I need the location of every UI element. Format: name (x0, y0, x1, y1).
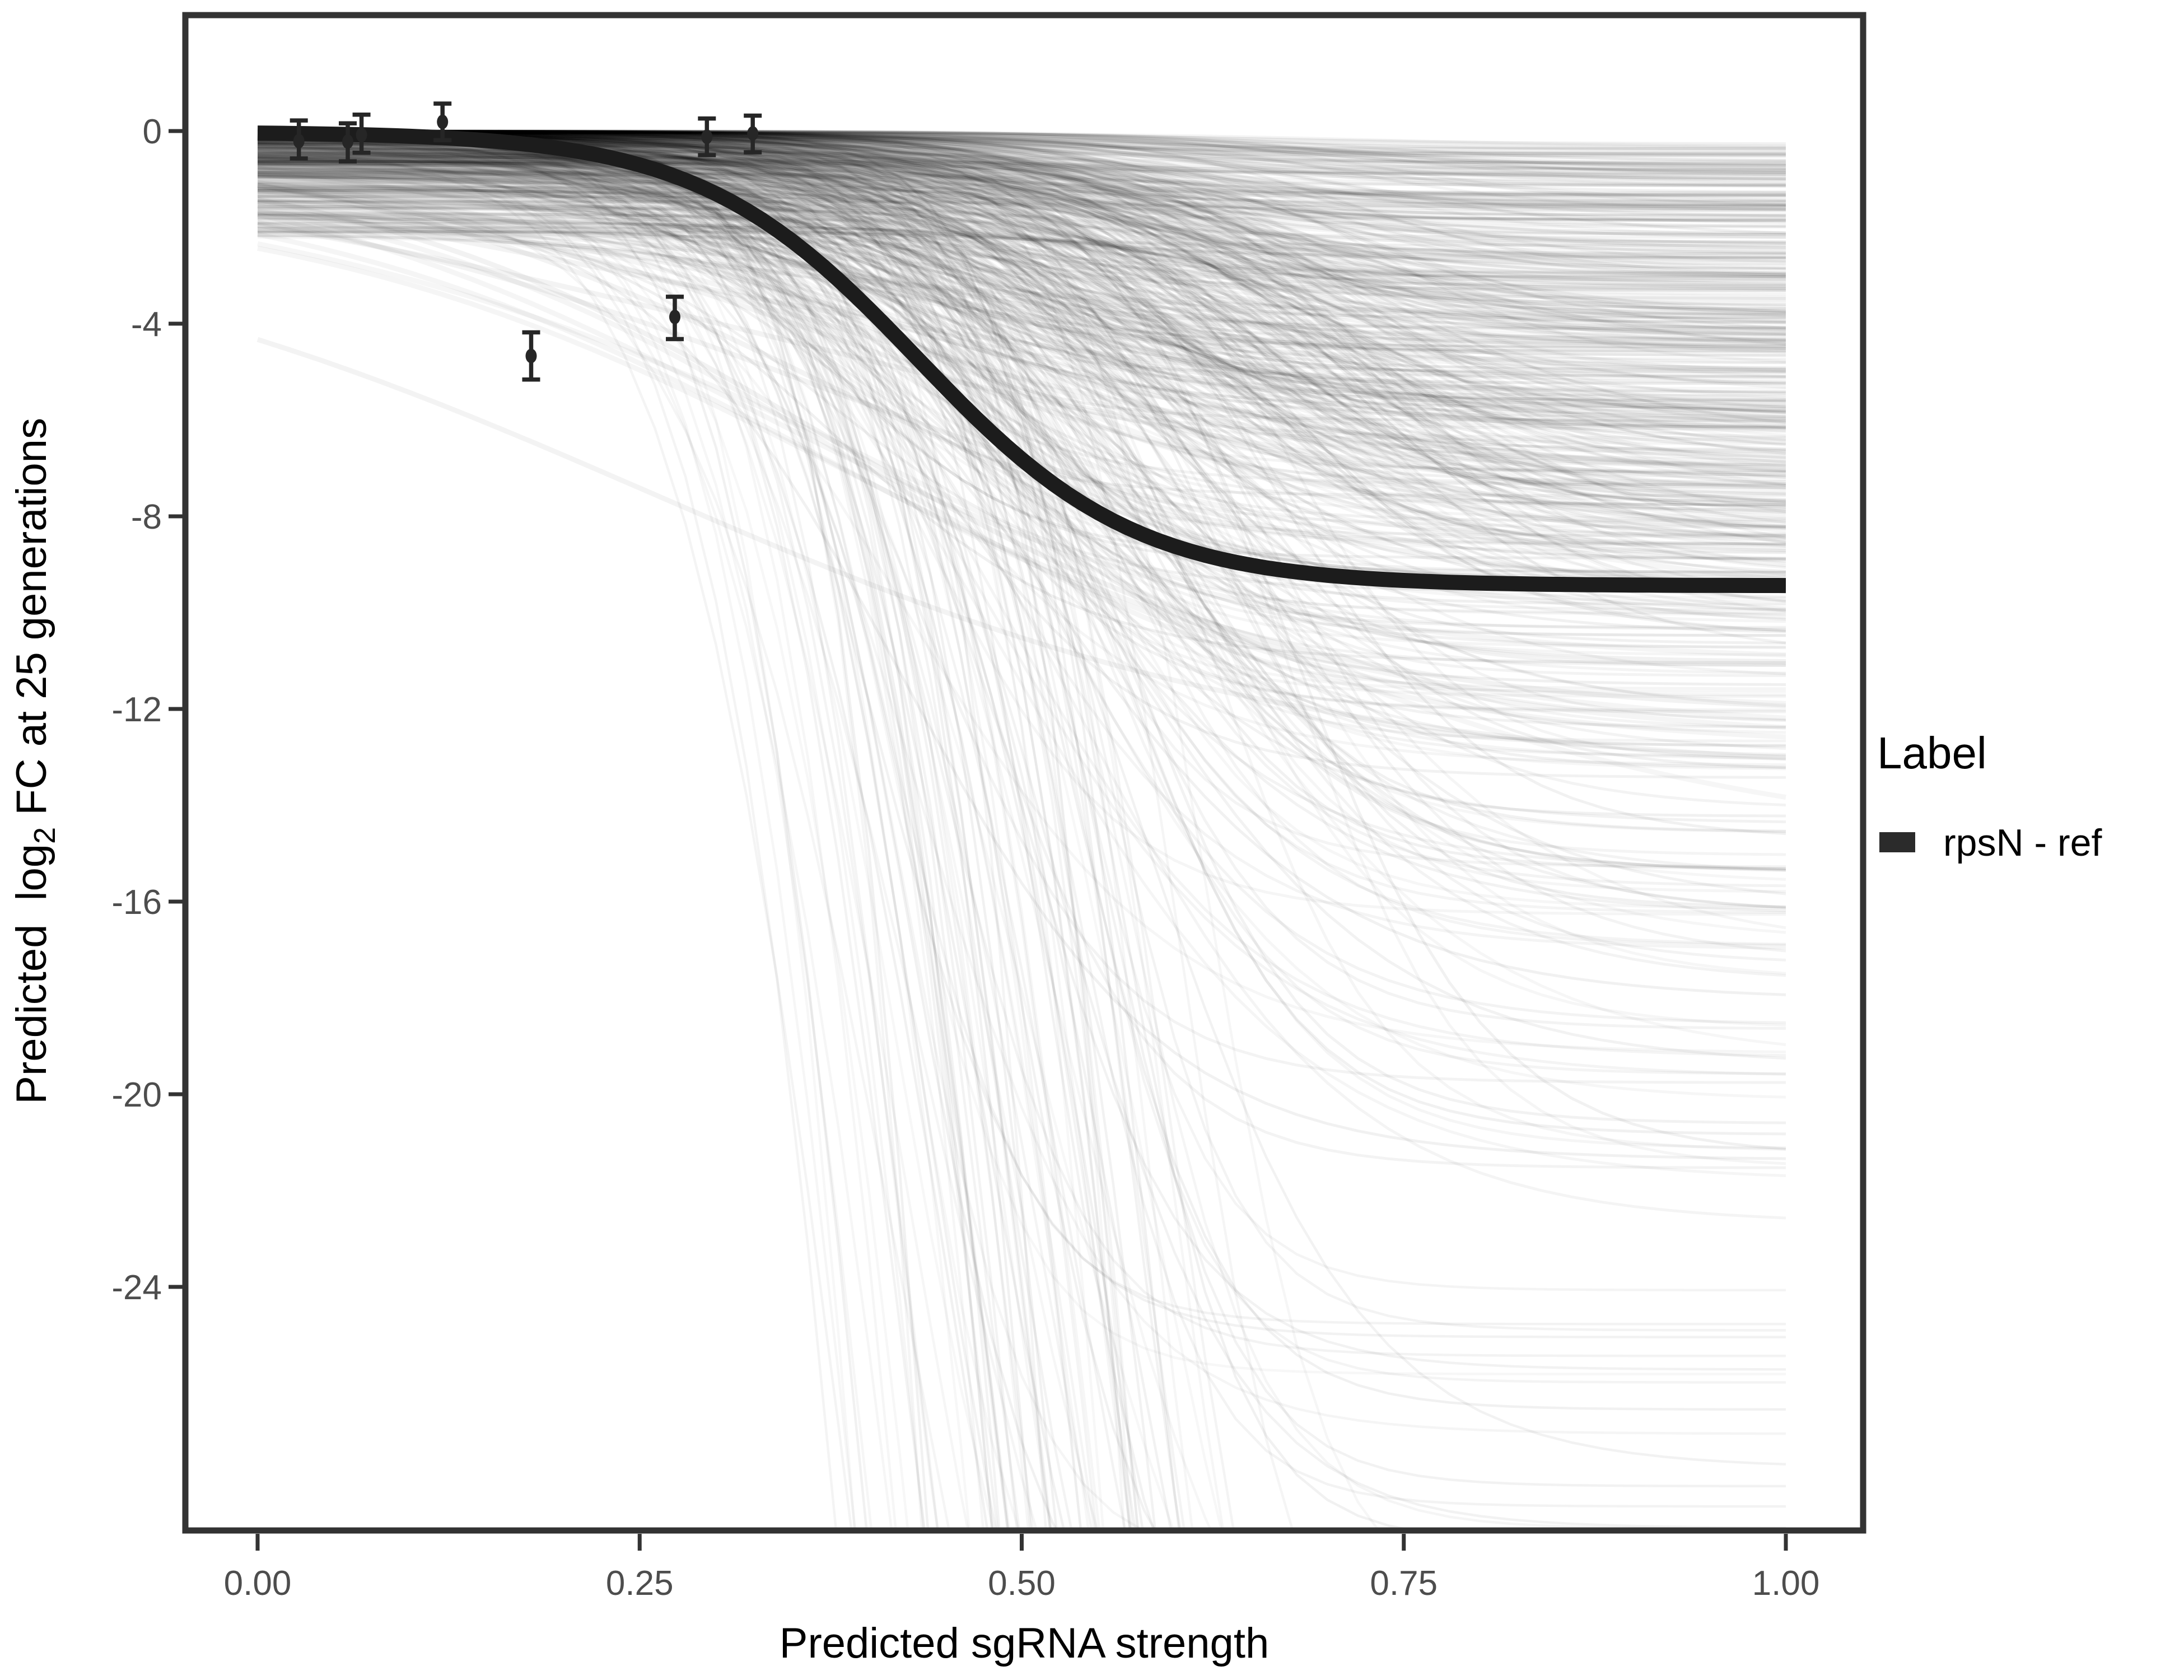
y-tick-label: -16 (111, 883, 162, 922)
error-bar-point (698, 116, 716, 157)
y-axis-title: Predicted log2 FC at 25 generations (8, 358, 62, 1187)
legend-title: Label (1877, 728, 1987, 778)
error-bar-point (352, 113, 371, 155)
y-axis-title-suffix: FC at 25 generations (8, 418, 55, 827)
gray-curve-ensemble (256, 129, 1786, 1528)
y-tick-label: -12 (111, 690, 162, 729)
error-bar-point (433, 101, 452, 143)
x-axis-ticks: 0.00 0.25 0.50 0.75 1.00 (224, 1534, 1820, 1603)
panel-border (182, 12, 1866, 1534)
ref-curve-line (257, 125, 1786, 594)
x-tick-label: 1.00 (1752, 1564, 1820, 1603)
y-axis-title-prefix: Predicted log (8, 844, 55, 1104)
legend-entry-label: rpsN - ref (1943, 822, 2102, 864)
error-bar-point (666, 295, 684, 342)
legend: Label rpsN - ref (1877, 728, 2102, 864)
legend-key-swatch (1879, 832, 1915, 852)
x-tick-label: 0.00 (224, 1564, 292, 1603)
y-axis-title-subscript: 2 (28, 827, 62, 844)
y-tick-label: 0 (143, 113, 162, 151)
x-tick-label: 0.75 (1370, 1564, 1438, 1603)
error-bars (290, 101, 762, 382)
y-axis-ticks: 0 -4 -8 -12 -16 -20 -24 (111, 113, 185, 1307)
y-tick-label: -20 (111, 1076, 162, 1114)
error-bar-point (522, 330, 540, 382)
y-tick-label: -4 (131, 305, 162, 344)
error-bar-point (339, 121, 357, 164)
x-tick-label: 0.25 (606, 1564, 674, 1603)
x-axis-title: Predicted sgRNA strength (780, 1620, 1269, 1667)
y-tick-label: -8 (131, 498, 162, 536)
x-tick-label: 0.50 (988, 1564, 1056, 1603)
y-tick-label: -24 (111, 1268, 162, 1307)
error-bar-point (744, 113, 762, 155)
error-bar-point (290, 118, 308, 161)
